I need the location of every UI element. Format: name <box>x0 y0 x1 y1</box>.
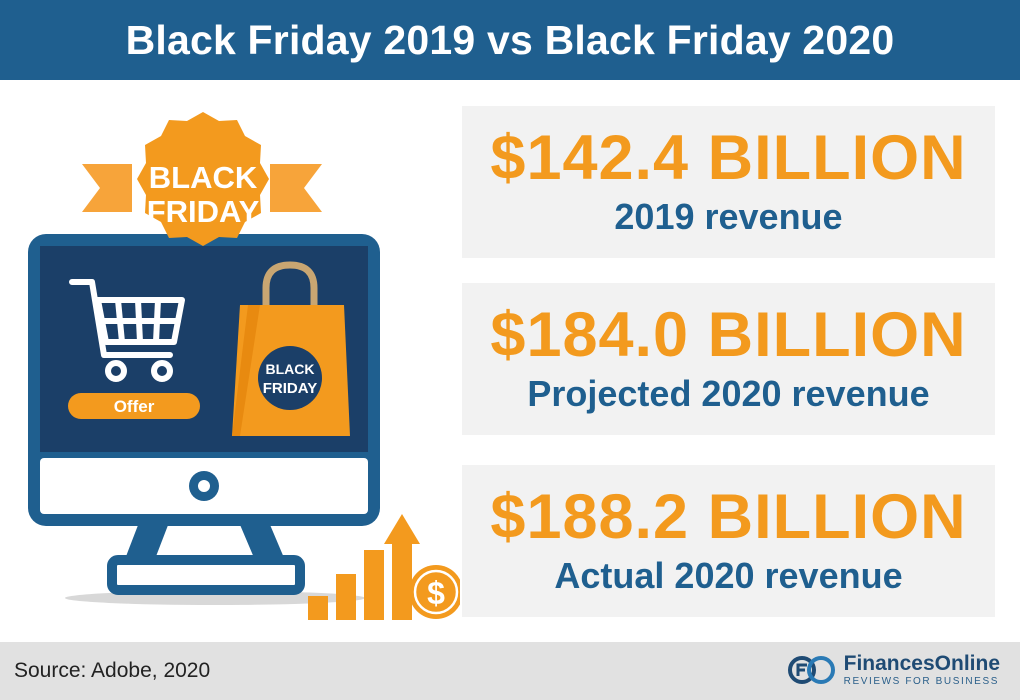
shopping-bag-icon <box>232 261 350 436</box>
badge-line2: FRIDAY <box>147 194 260 229</box>
footer: Source: Adobe, 2020 FinancesOnline REVIE… <box>0 642 1020 700</box>
bag-line1: BLACK <box>266 361 315 377</box>
offer-label: Offer <box>114 397 155 416</box>
black-friday-badge <box>137 112 269 246</box>
offer-badge <box>68 393 200 419</box>
dollar-coin-icon <box>409 565 460 619</box>
header-banner: Black Friday 2019 vs Black Friday 2020 <box>0 0 1020 80</box>
stat-value: $142.4 BILLION <box>490 122 967 193</box>
brand-logo: FinancesOnline REVIEWS FOR BUSINESS <box>786 652 1000 688</box>
page-title: Black Friday 2019 vs Black Friday 2020 <box>125 16 895 63</box>
black-friday-illustration: Offer BLACK FRIDAY BLACK FRIDAY $ <box>28 112 460 620</box>
coin-symbol: $ <box>427 575 445 611</box>
stat-box-actual-2020: $188.2 BILLION Actual 2020 revenue <box>462 465 995 617</box>
stat-value: $188.2 BILLION <box>490 481 967 552</box>
stat-value: $184.0 BILLION <box>490 299 967 370</box>
stat-label: Actual 2020 revenue <box>554 554 903 596</box>
badge-line1: BLACK <box>149 160 258 195</box>
growth-bars-icon <box>308 514 420 620</box>
badge-ribbon <box>82 164 322 212</box>
brand-tagline: REVIEWS FOR BUSINESS <box>843 676 999 687</box>
financesonline-logo-icon <box>787 656 835 684</box>
stat-label: Projected 2020 revenue <box>527 372 930 414</box>
shopping-cart-icon <box>69 279 185 382</box>
stat-label: 2019 revenue <box>614 195 843 237</box>
brand-name: FinancesOnline <box>843 652 1000 675</box>
bag-line2: FRIDAY <box>263 380 317 397</box>
stat-box-2019: $142.4 BILLION 2019 revenue <box>462 106 995 258</box>
source-text: Source: Adobe, 2020 <box>14 659 211 682</box>
stat-box-projected-2020: $184.0 BILLION Projected 2020 revenue <box>462 283 995 435</box>
